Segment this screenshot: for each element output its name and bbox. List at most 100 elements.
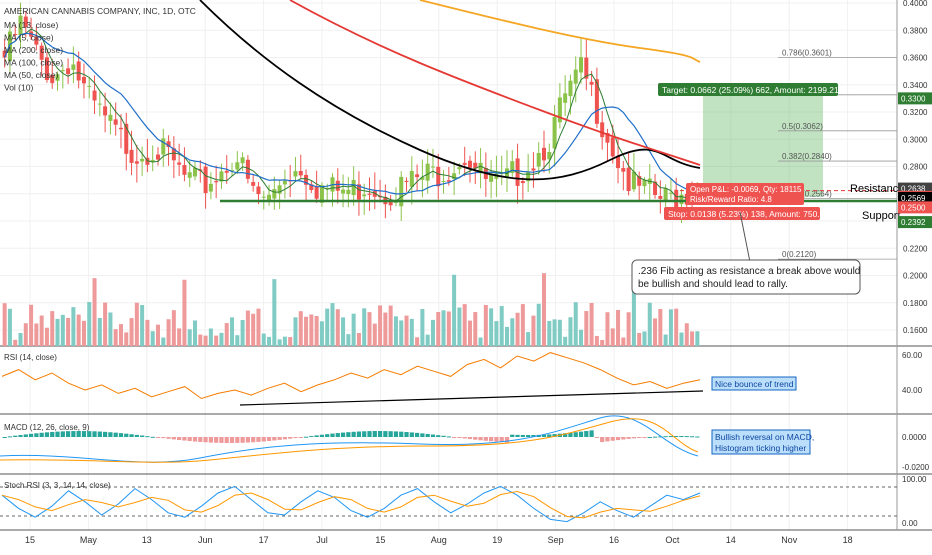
target-box[interactable]: [658, 83, 838, 96]
ma-100-line: [289, 0, 701, 166]
macd-histogram-bar: [446, 436, 451, 438]
stop-text: Stop: 0.0138 (5.23%) 138, Amount: 750.01: [668, 209, 829, 219]
macd-histogram-bar: [229, 437, 235, 443]
volume-bar: [267, 336, 272, 346]
candle-body: [18, 15, 23, 35]
volume-bar: [161, 337, 166, 346]
candle-body: [668, 192, 673, 194]
volume-bar: [415, 337, 420, 346]
macd-histogram-bar: [388, 431, 393, 437]
volume-bar: [166, 319, 171, 346]
volume-bar: [288, 337, 293, 346]
fib-callout[interactable]: [631, 259, 861, 295]
volume-bar: [103, 302, 108, 346]
volume-bar: [124, 332, 129, 346]
volume-bar: [547, 320, 552, 346]
macd-histogram-bar: [97, 431, 102, 437]
macd-histogram-bar: [34, 433, 39, 437]
candle-body: [81, 76, 86, 84]
macd-histogram-bar: [351, 431, 356, 437]
chart-title: AMERICAN CANNABIS COMPANY, INC, 1D, OTC: [4, 6, 196, 16]
macd-histogram-bar: [150, 436, 155, 438]
volume-bar: [679, 332, 684, 346]
price-tick: 0.1600: [903, 326, 928, 335]
candle-body: [171, 148, 176, 161]
volume-bar: [150, 331, 155, 346]
candle-body: [267, 194, 272, 201]
candle-body: [129, 149, 134, 163]
volume-bar: [452, 274, 457, 346]
volume-bar: [642, 331, 647, 346]
volume-bar: [298, 311, 303, 346]
volume-bar: [309, 314, 314, 346]
candle-body: [235, 162, 240, 170]
macd-histogram-bar: [346, 432, 351, 437]
macd-histogram-bar: [235, 437, 240, 443]
volume-bar: [97, 317, 102, 346]
volume-bar: [430, 319, 435, 346]
price-tag-label: 0.2500: [901, 203, 926, 212]
indicator-legend-item: MA (200, close): [4, 45, 63, 55]
candle-body: [103, 106, 108, 116]
macd-histogram-bar: [356, 431, 362, 437]
rsi-trendline: [239, 390, 704, 406]
volume-bar: [261, 333, 266, 346]
candle-body: [224, 170, 229, 173]
candle-body: [203, 166, 208, 194]
ma-200-line: [419, 0, 701, 63]
volume-bar: [140, 305, 145, 346]
candle-body: [467, 160, 472, 168]
macd-histogram-bar: [129, 434, 134, 437]
volume-bar: [23, 323, 28, 346]
macd-histogram-bar: [330, 433, 335, 437]
candle-body: [420, 177, 425, 180]
macd-histogram-bar: [489, 437, 494, 442]
indicator-legend-item: MA (13, close): [4, 20, 58, 30]
price-tick: 0.1800: [903, 299, 928, 308]
macd-histogram-bar: [404, 432, 409, 437]
rsi-callout[interactable]: [711, 376, 797, 391]
candle-body: [177, 162, 182, 165]
volume-bar: [404, 315, 409, 346]
stop-box[interactable]: [664, 207, 820, 220]
macd-histogram-bar: [256, 437, 261, 442]
macd-histogram-bar: [224, 437, 229, 443]
pnl-box[interactable]: [686, 183, 804, 205]
candle-body: [298, 170, 303, 176]
macd-callout[interactable]: [711, 429, 811, 455]
rsi-title: RSI (14, close): [4, 353, 57, 362]
ma-5-line: [4, 28, 698, 202]
volume-bar: [277, 339, 282, 346]
macd-histogram-bar: [208, 437, 213, 443]
fib-label: 0.236(0.2564): [782, 190, 832, 199]
candle-body: [219, 171, 224, 182]
candle-body: [679, 194, 684, 205]
candle-body: [97, 103, 102, 105]
macd-histogram-bar: [584, 431, 589, 437]
fib-label: 0.5(0.3062): [782, 122, 823, 131]
macd-histogram-bar: [515, 434, 520, 437]
moving-averages: [4, 0, 701, 202]
macd-title: MACD (12, 26, close, 9): [4, 423, 90, 432]
macd-histogram-bar: [55, 431, 60, 437]
volume-bar: [214, 335, 219, 346]
volume-bar: [647, 302, 652, 346]
macd-histogram-bar: [621, 437, 626, 440]
volume-bar: [187, 329, 192, 346]
macd-histogram-bar: [383, 431, 388, 437]
macd-histogram-bar: [214, 437, 219, 443]
price-tag: [898, 201, 932, 214]
price-tag: [898, 191, 932, 204]
candle-body: [504, 168, 510, 178]
macd-histogram-bar: [198, 437, 203, 442]
macd-histogram-bar: [171, 437, 176, 440]
volume-bar: [203, 335, 208, 346]
macd-histogram-bar: [182, 437, 187, 441]
candle-body: [610, 137, 615, 157]
macd-histogram-bar: [340, 432, 346, 437]
price-tick: 0.3600: [903, 54, 928, 63]
volume-bar: [499, 306, 504, 346]
macd-histogram-bar: [393, 431, 399, 437]
volume-bar: [177, 328, 182, 346]
